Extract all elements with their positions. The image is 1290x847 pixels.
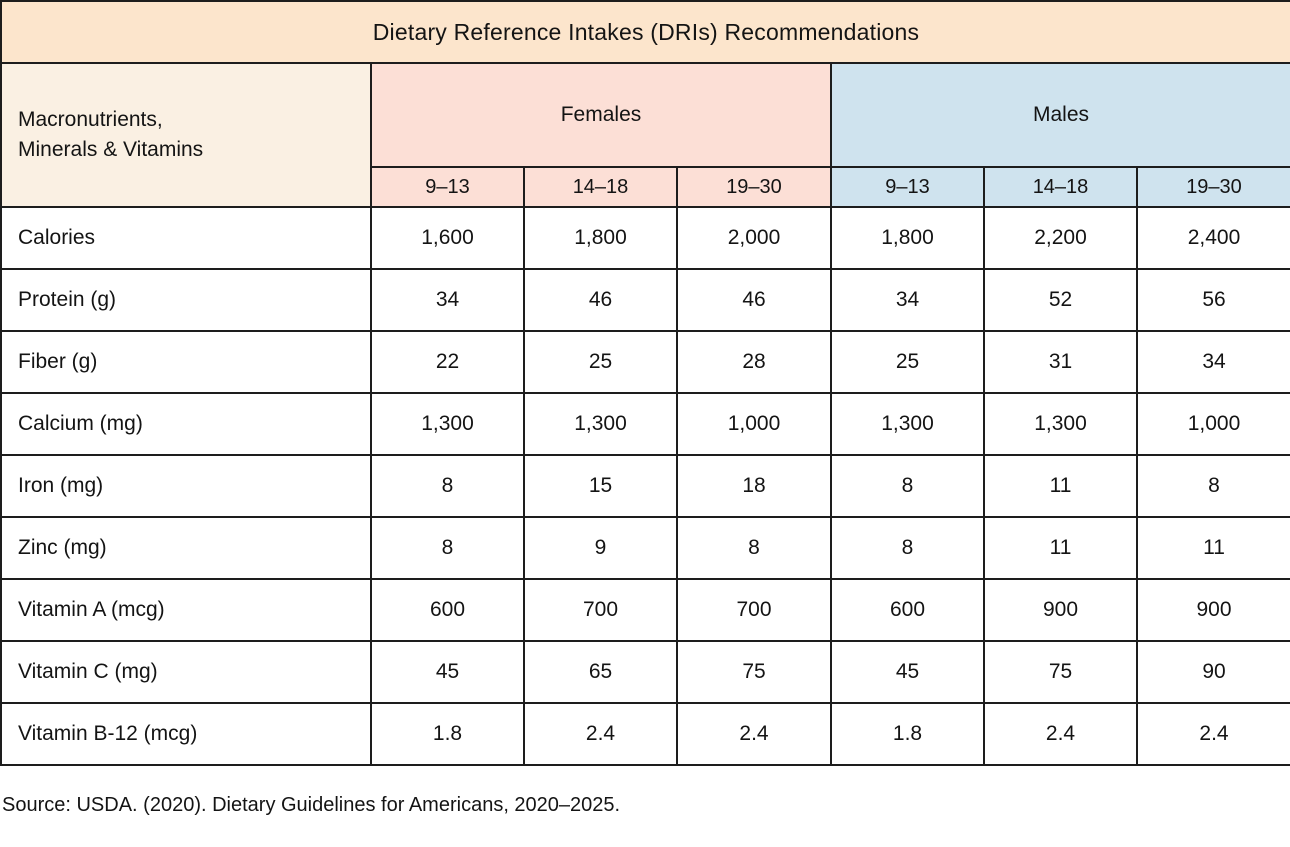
row-header-line1: Macronutrients, [18, 107, 163, 131]
table-cell: 2.4 [523, 702, 678, 766]
table-cell: 34 [370, 268, 525, 332]
table-cell: 56 [1136, 268, 1290, 332]
table-row-fiber: Fiber (g) 22 25 28 25 31 34 [0, 330, 1290, 394]
table-cell: 45 [370, 640, 525, 704]
table-row-iron: Iron (mg) 8 15 18 8 11 8 [0, 454, 1290, 518]
age-header-males-9-13: 9–13 [830, 166, 985, 208]
table-cell: 34 [1136, 330, 1290, 394]
table-cell: 46 [676, 268, 832, 332]
table-cell: 22 [370, 330, 525, 394]
table-cell: 600 [370, 578, 525, 642]
row-label: Fiber (g) [0, 330, 372, 394]
table-row-protein: Protein (g) 34 46 46 34 52 56 [0, 268, 1290, 332]
row-label: Vitamin B-12 (mcg) [0, 702, 372, 766]
group-header-males: Males [830, 62, 1290, 168]
table-cell: 900 [1136, 578, 1290, 642]
table-cell: 1.8 [830, 702, 985, 766]
age-header-males-19-30: 19–30 [1136, 166, 1290, 208]
table-cell: 2.4 [983, 702, 1138, 766]
row-label: Zinc (mg) [0, 516, 372, 580]
group-header-females: Females [370, 62, 832, 168]
table-cell: 2,200 [983, 206, 1138, 270]
age-header-females-14-18: 14–18 [523, 166, 678, 208]
table-cell: 1,600 [370, 206, 525, 270]
table-cell: 2,000 [676, 206, 832, 270]
table-cell: 900 [983, 578, 1138, 642]
table-cell: 11 [983, 454, 1138, 518]
table-row-calcium: Calcium (mg) 1,300 1,300 1,000 1,300 1,3… [0, 392, 1290, 456]
table-cell: 52 [983, 268, 1138, 332]
age-header-females-9-13: 9–13 [370, 166, 525, 208]
table-cell: 1,800 [523, 206, 678, 270]
table-cell: 700 [676, 578, 832, 642]
row-label: Vitamin C (mg) [0, 640, 372, 704]
table-cell: 11 [1136, 516, 1290, 580]
table-cell: 2,400 [1136, 206, 1290, 270]
age-header-row: 9–13 14–18 19–30 9–13 14–18 19–30 [1, 166, 1290, 208]
age-header-females-19-30: 19–30 [676, 166, 832, 208]
table-cell: 34 [830, 268, 985, 332]
table-cell: 45 [830, 640, 985, 704]
table-cell: 11 [983, 516, 1138, 580]
row-label: Calcium (mg) [0, 392, 372, 456]
age-header-males-14-18: 14–18 [983, 166, 1138, 208]
row-label: Vitamin A (mcg) [0, 578, 372, 642]
table-cell: 65 [523, 640, 678, 704]
table-title: Dietary Reference Intakes (DRIs) Recomme… [0, 0, 1290, 64]
table-cell: 90 [1136, 640, 1290, 704]
table-row-vitamin-b12: Vitamin B-12 (mcg) 1.8 2.4 2.4 1.8 2.4 2… [0, 702, 1290, 766]
table-cell: 8 [370, 516, 525, 580]
title-row: Dietary Reference Intakes (DRIs) Recomme… [0, 0, 1290, 64]
table-cell: 1,300 [830, 392, 985, 456]
table-cell: 75 [983, 640, 1138, 704]
table-cell: 8 [1136, 454, 1290, 518]
row-label: Iron (mg) [0, 454, 372, 518]
table-cell: 18 [676, 454, 832, 518]
table-cell: 700 [523, 578, 678, 642]
table-cell: 8 [676, 516, 832, 580]
table-row-vitamin-c: Vitamin C (mg) 45 65 75 45 75 90 [0, 640, 1290, 704]
table-row-calories: Calories 1,600 1,800 2,000 1,800 2,200 2… [0, 206, 1290, 270]
table-cell: 46 [523, 268, 678, 332]
table-row-zinc: Zinc (mg) 8 9 8 8 11 11 [0, 516, 1290, 580]
table-cell: 8 [830, 454, 985, 518]
table-cell: 8 [830, 516, 985, 580]
table-cell: 15 [523, 454, 678, 518]
table-cell: 2.4 [1136, 702, 1290, 766]
table-cell: 1,300 [983, 392, 1138, 456]
table-cell: 28 [676, 330, 832, 394]
row-label: Calories [0, 206, 372, 270]
table-row-vitamin-a: Vitamin A (mcg) 600 700 700 600 900 900 [0, 578, 1290, 642]
table-cell: 1,000 [676, 392, 832, 456]
row-label: Protein (g) [0, 268, 372, 332]
table-cell: 2.4 [676, 702, 832, 766]
table-cell: 25 [830, 330, 985, 394]
table-cell: 1,800 [830, 206, 985, 270]
row-header-cell: Macronutrients, Minerals & Vitamins [0, 62, 372, 208]
table-cell: 1,300 [523, 392, 678, 456]
table-cell: 31 [983, 330, 1138, 394]
source-citation: Source: USDA. (2020). Dietary Guidelines… [2, 794, 621, 816]
table-cell: 75 [676, 640, 832, 704]
table-cell: 600 [830, 578, 985, 642]
group-header-row: Macronutrients, Minerals & Vitamins Fema… [0, 62, 1290, 208]
table-cell: 25 [523, 330, 678, 394]
row-header-line2: Minerals & Vitamins [18, 138, 204, 161]
table-cell: 9 [523, 516, 678, 580]
table-cell: 1.8 [370, 702, 525, 766]
table-cell: 8 [370, 454, 525, 518]
table-cell: 1,300 [370, 392, 525, 456]
table-cell: 1,000 [1136, 392, 1290, 456]
dri-table: Dietary Reference Intakes (DRIs) Recomme… [0, 0, 1290, 766]
